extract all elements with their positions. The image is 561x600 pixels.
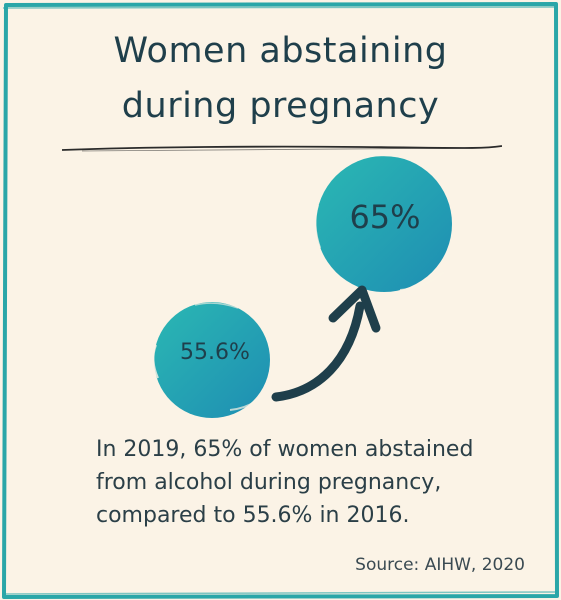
bubble-2016 <box>152 302 270 418</box>
page-title: Women abstaining during pregnancy <box>0 24 561 134</box>
stat-2016-value: 55.6% <box>180 340 250 365</box>
caption-line-1: In 2019, 65% of women abstained <box>96 437 474 462</box>
title-line-2: during pregnancy <box>121 86 440 126</box>
title-line-1: Women abstaining <box>113 31 448 71</box>
caption-line-2: from alcohol during pregnancy, <box>96 470 442 495</box>
bubble-2019 <box>314 154 452 292</box>
trend-arrow-icon <box>271 285 381 402</box>
caption-text: In 2019, 65% of women abstained from alc… <box>96 433 536 532</box>
stat-2019-value: 65% <box>349 198 421 236</box>
caption-line-3: compared to 55.6% in 2016. <box>96 503 410 528</box>
title-divider <box>62 145 502 152</box>
source-citation: Source: AIHW, 2020 <box>355 555 525 575</box>
